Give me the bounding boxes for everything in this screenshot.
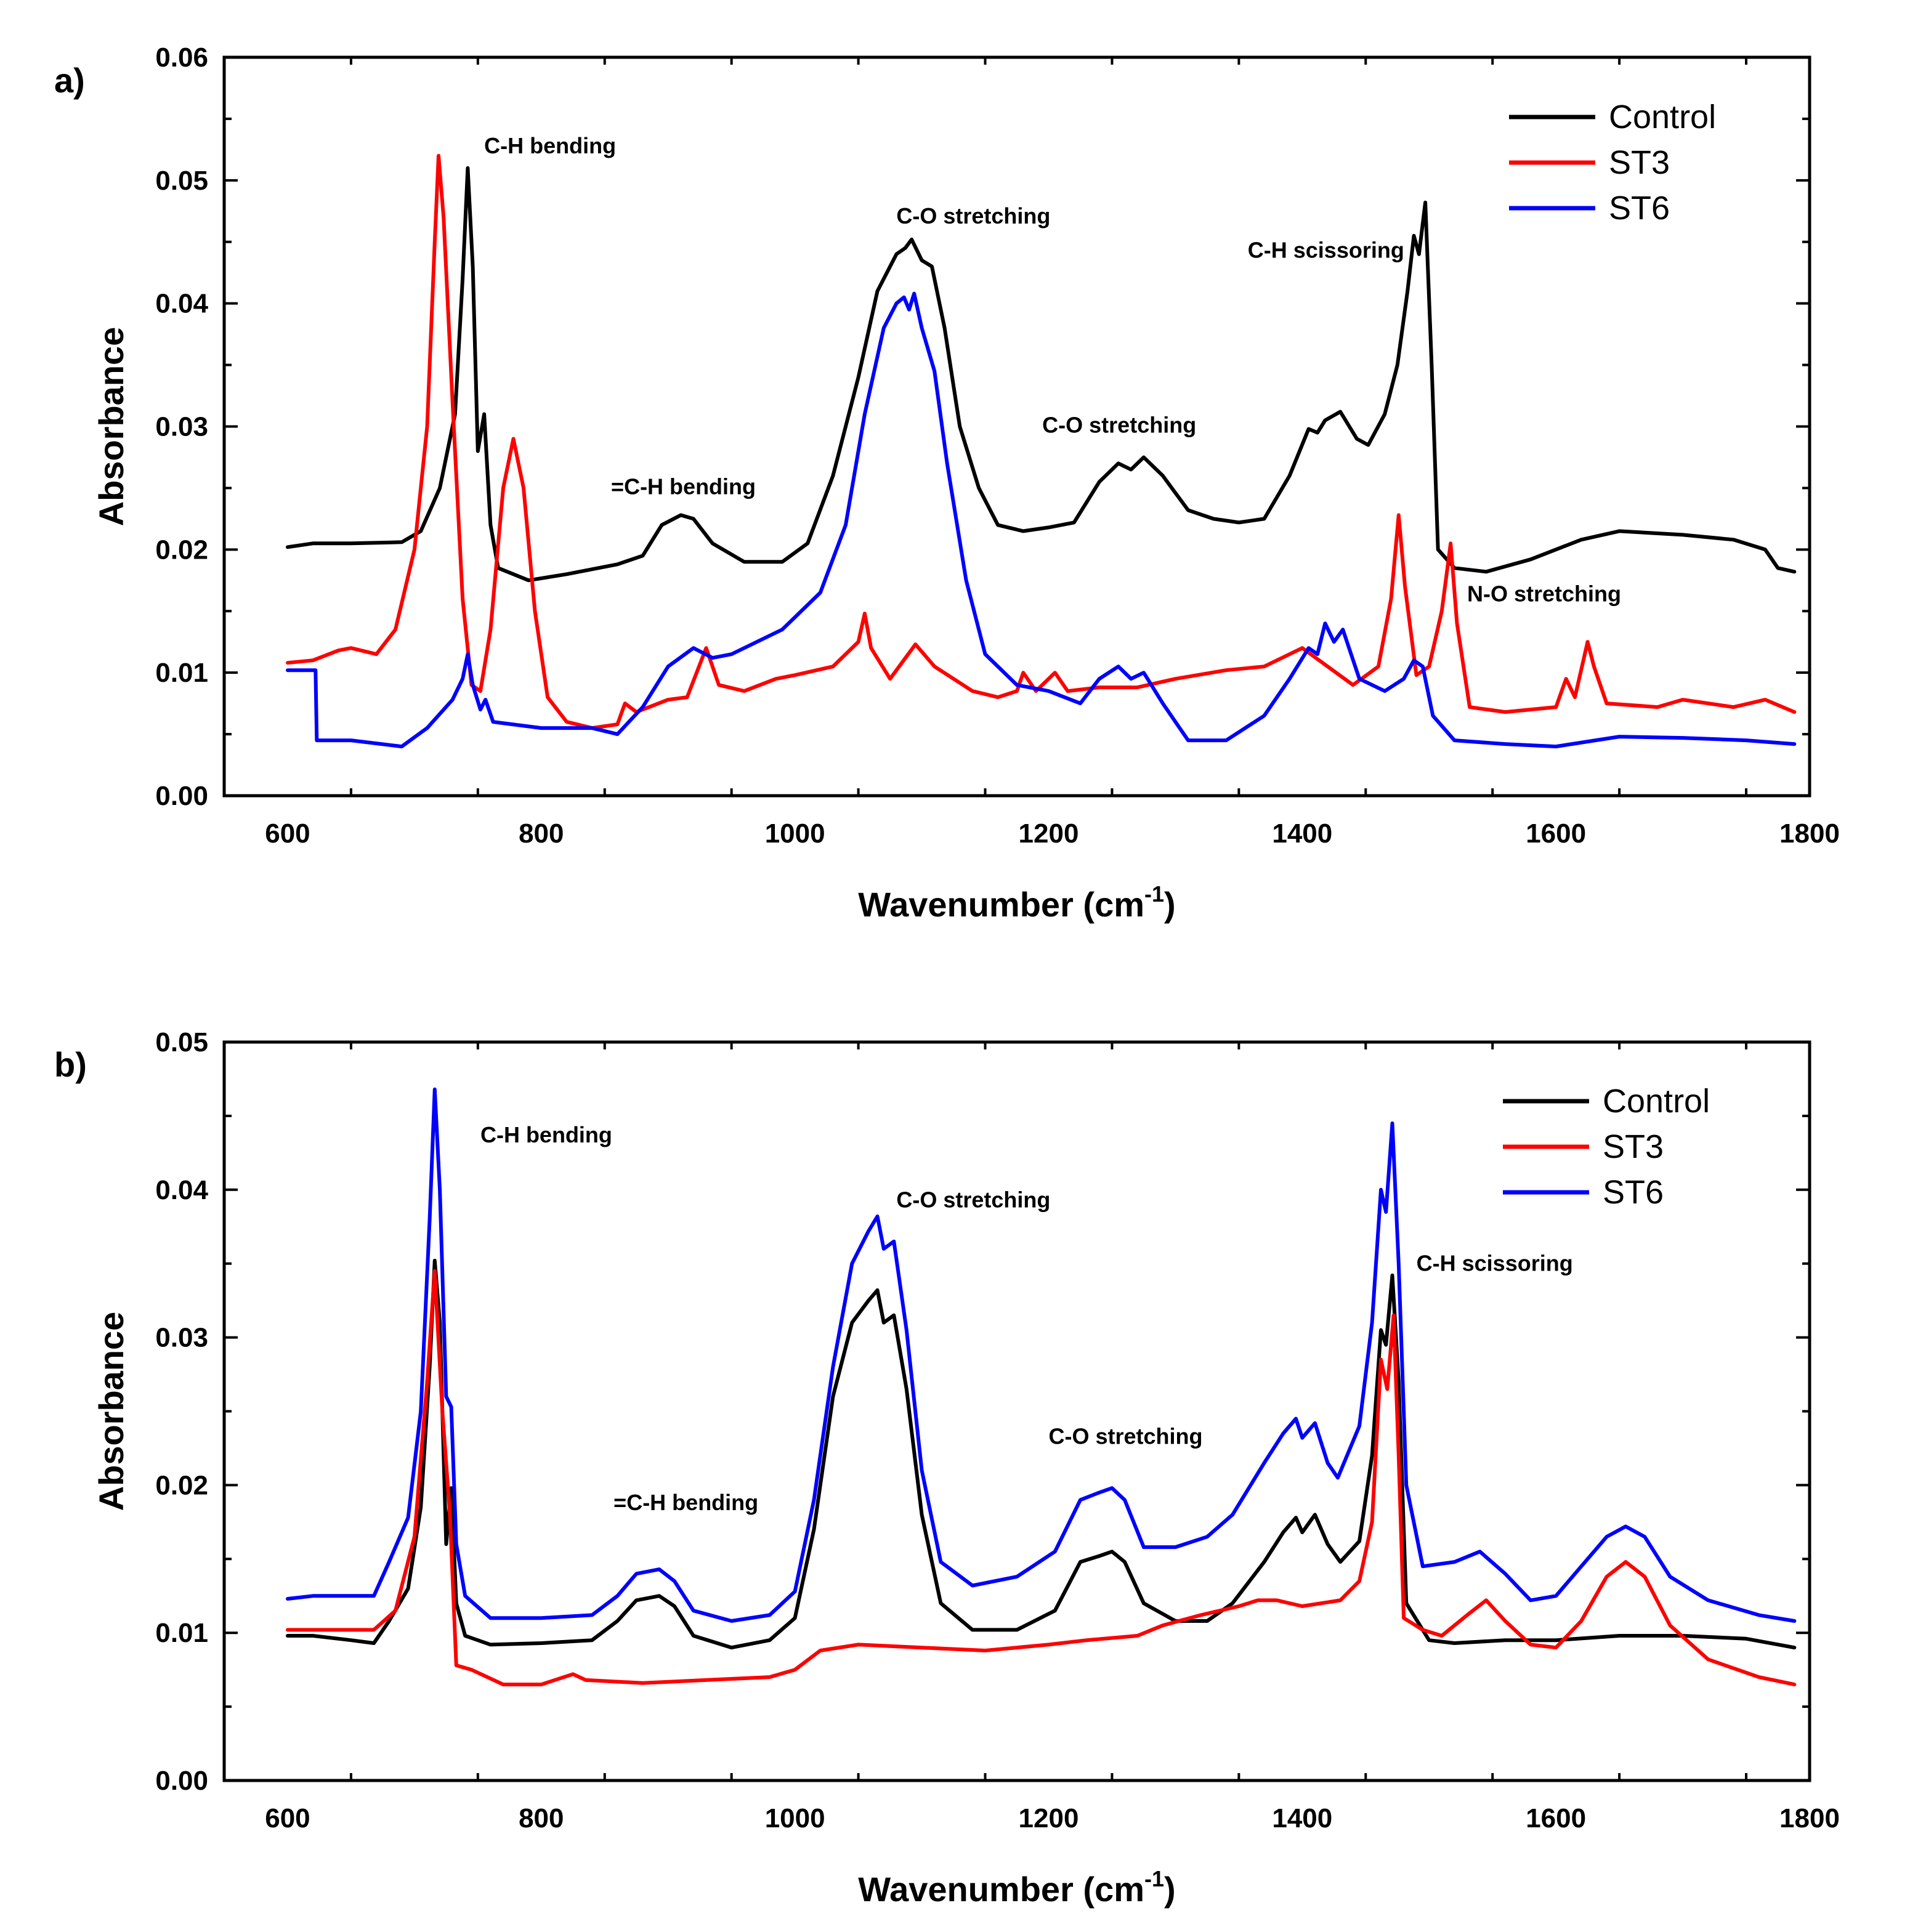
y-tick-label: 0.01 <box>155 1618 208 1648</box>
series-line-st3 <box>286 1269 1797 1687</box>
panel-b: b) 600 800 1000 1200 1400 1600 1800 0.00 0.01 0.02… <box>54 1027 1840 1909</box>
y-tick-label: 0.02 <box>155 1470 208 1500</box>
peak-annotation: C-H scissoring <box>1417 1251 1573 1276</box>
legend-label-st6: ST6 <box>1603 1174 1664 1211</box>
y-tick-label: 0.06 <box>155 42 208 73</box>
peak-annotation: C-O stretching <box>1042 412 1196 437</box>
x-axis-title-sup: -1 <box>1144 1866 1164 1891</box>
peak-annotation: C-O stretching <box>896 203 1050 228</box>
legend-label-control: Control <box>1603 1083 1710 1120</box>
legend-label-st3: ST3 <box>1609 144 1670 181</box>
x-axis-title: Wavenumber (cm-1) <box>858 881 1175 924</box>
x-tick-label: 600 <box>265 1803 310 1833</box>
panel-label: b) <box>54 1045 87 1084</box>
y-tick-label: 0.00 <box>155 781 208 811</box>
y-tick-label: 0.04 <box>155 289 208 319</box>
y-tick-label: 0.00 <box>155 1766 208 1796</box>
legend-label-st3: ST3 <box>1603 1128 1664 1165</box>
peak-annotation: C-H bending <box>480 1122 612 1147</box>
x-tick-label: 600 <box>265 818 310 849</box>
y-tick-label: 0.01 <box>155 658 208 688</box>
x-tick-label: 1800 <box>1779 1803 1840 1833</box>
x-tick-label: 800 <box>519 1803 564 1833</box>
y-tick-label: 0.05 <box>155 166 208 196</box>
y-tick-label: 0.02 <box>155 535 208 565</box>
x-axis-title-main: Wavenumber (cm <box>858 885 1144 924</box>
peak-annotation: C-H bending <box>484 133 616 158</box>
legend-label-st6: ST6 <box>1609 190 1670 227</box>
y-tick-label: 0.03 <box>155 1323 208 1353</box>
x-tick-label: 1800 <box>1779 818 1840 849</box>
peak-annotation: C-O stretching <box>1048 1423 1202 1449</box>
legend-label-control: Control <box>1609 99 1716 135</box>
x-axis-title-main: Wavenumber (cm <box>858 1870 1144 1909</box>
x-tick-label: 1000 <box>765 818 825 849</box>
y-axis-title: Absorbance <box>92 1312 131 1511</box>
x-axis-title: Wavenumber (cm-1) <box>858 1866 1175 1909</box>
x-tick-label: 1200 <box>1019 818 1079 849</box>
x-tick-label: 800 <box>519 818 564 849</box>
x-axis-title-sup: -1 <box>1144 881 1164 907</box>
y-tick-label: 0.04 <box>155 1175 208 1205</box>
series-line-control <box>286 166 1797 583</box>
peak-annotation: C-O stretching <box>896 1187 1050 1213</box>
series-line-st6 <box>286 291 1797 749</box>
peak-annotation: =C-H bending <box>613 1490 758 1515</box>
x-axis-title-close: ) <box>1164 1870 1176 1909</box>
y-axis-title: Absorbance <box>92 327 131 527</box>
y-tick-label: 0.03 <box>155 412 208 442</box>
x-tick-label: 1400 <box>1272 1803 1332 1833</box>
x-tick-label: 1400 <box>1272 818 1332 849</box>
x-tick-label: 1000 <box>765 1803 825 1833</box>
panel-a: a) 600 800 1000 1200 1400 1600 1800 0.00 0.01 0.02… <box>54 42 1840 924</box>
peak-annotation: =C-H bending <box>611 474 756 499</box>
series-line-st6 <box>286 1087 1797 1623</box>
peak-annotation: C-H scissoring <box>1248 238 1404 263</box>
x-tick-label: 1600 <box>1526 1803 1586 1833</box>
panel-label: a) <box>54 61 85 100</box>
x-tick-label: 1200 <box>1019 1803 1079 1833</box>
peak-annotation: N-O stretching <box>1467 581 1621 606</box>
x-axis-title-close: ) <box>1164 885 1176 924</box>
y-tick-label: 0.05 <box>155 1027 208 1057</box>
x-tick-label: 1600 <box>1526 818 1586 849</box>
series-line-control <box>286 1258 1797 1650</box>
